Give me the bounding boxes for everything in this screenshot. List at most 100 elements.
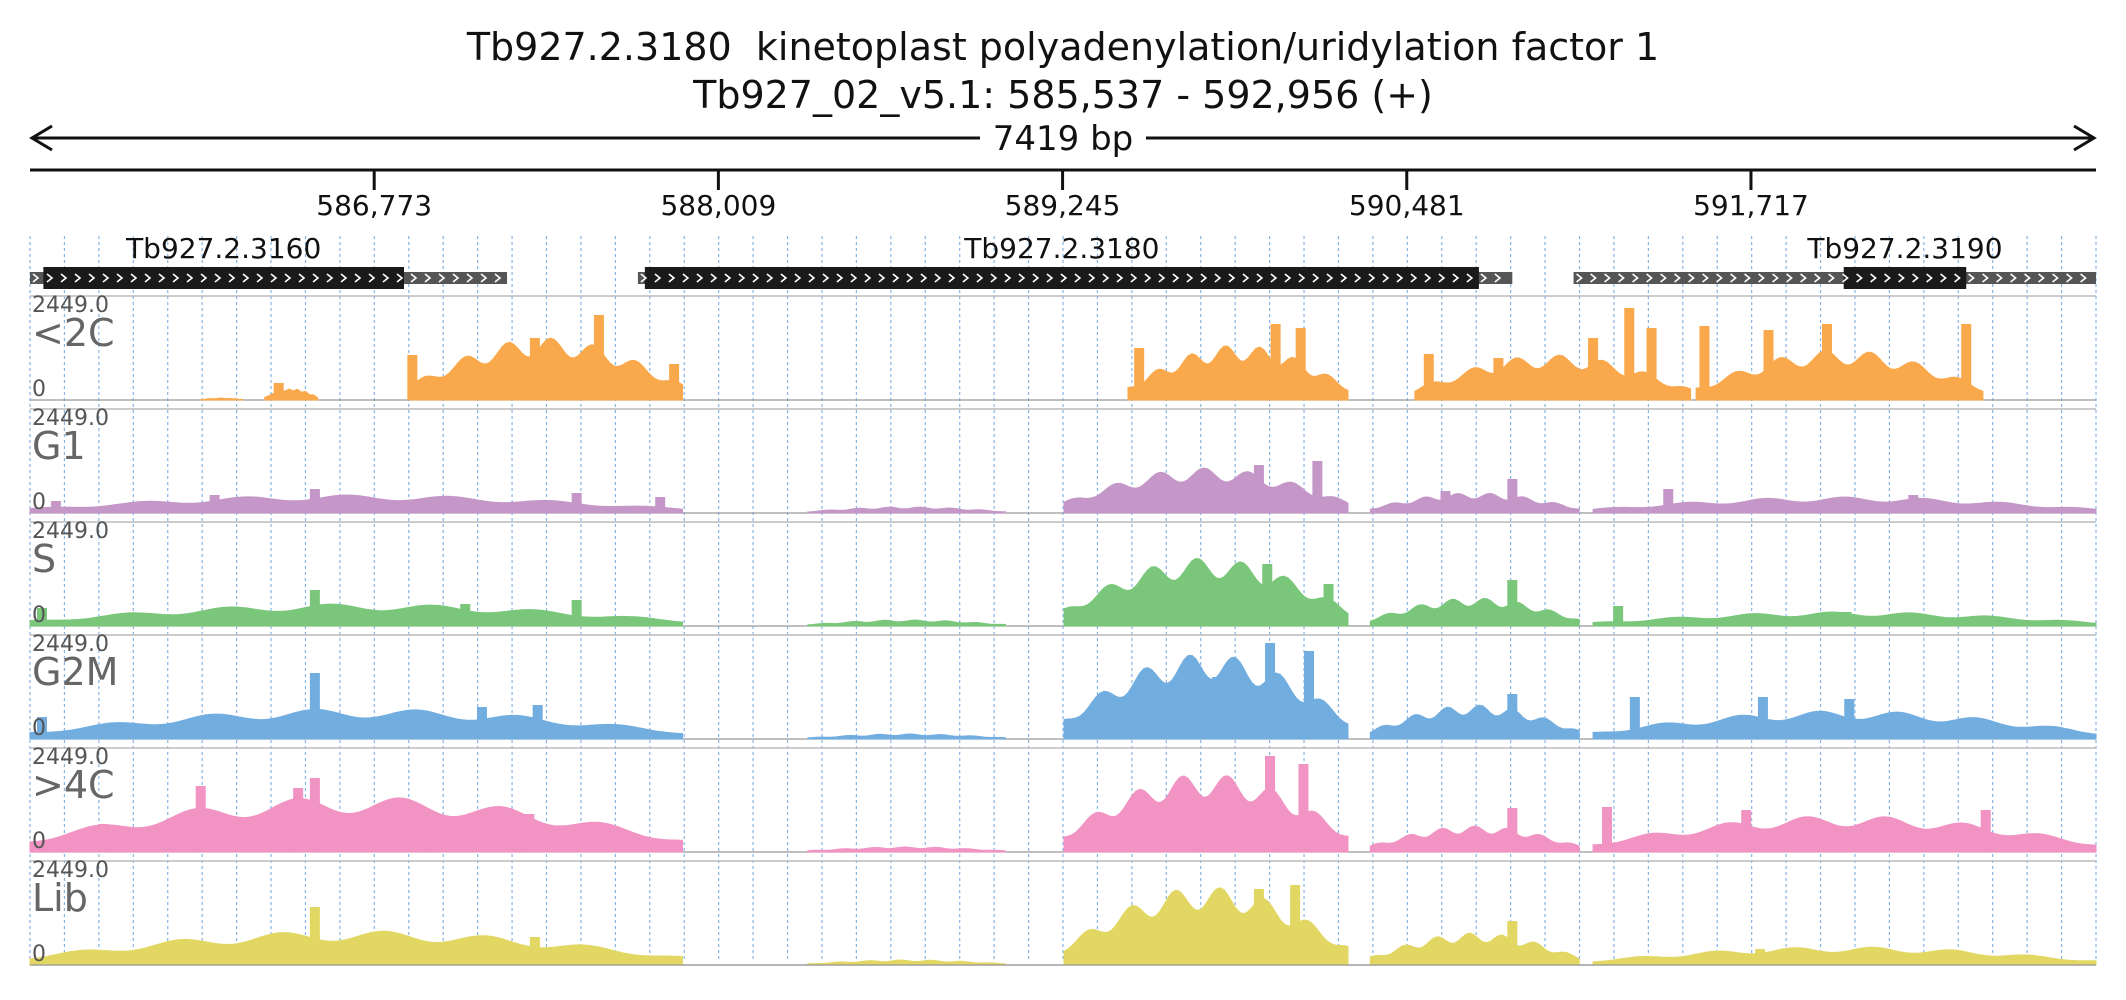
coverage-spike (1195, 804, 1206, 852)
track-name-label: G1 (32, 424, 86, 468)
strand-chevron (1968, 273, 1975, 283)
coverage-spike (195, 786, 206, 852)
strand-chevron (88, 273, 96, 283)
coverage-area (1127, 345, 1349, 401)
strand-chevron (410, 273, 418, 283)
coverage-area (807, 846, 1006, 853)
strand-chevron (1660, 273, 1667, 283)
strand-chevron (1912, 273, 1919, 283)
coverage-spike (1663, 489, 1674, 513)
coverage-spike (1265, 756, 1276, 852)
strand-chevron (1576, 273, 1583, 283)
coverage-track: 2449.0<2C 0 (30, 293, 2096, 402)
coverage-spike (1821, 324, 1832, 400)
coverage-area (29, 930, 683, 966)
strand-chevron (396, 273, 404, 283)
coverage-area (1592, 946, 2097, 966)
strand-chevron (990, 273, 998, 283)
strand-chevron (1004, 273, 1012, 283)
gene-label: Tb927.2.3160 (125, 232, 321, 265)
coverage-spike (1212, 677, 1223, 739)
coverage-spike (655, 497, 666, 513)
gene-label: Tb927.2.3190 (1806, 232, 2002, 265)
ruler-tick-label: 591,717 (1693, 189, 1809, 222)
coverage-spike (1763, 330, 1774, 400)
coverage-spike (476, 707, 487, 739)
strand-chevron (424, 273, 432, 283)
strand-chevron (1088, 273, 1096, 283)
strand-chevron (1144, 273, 1152, 283)
coverage-spike (1699, 326, 1710, 400)
coverage-area (807, 733, 1006, 740)
coverage-spike (309, 673, 320, 739)
strand-chevron (654, 273, 662, 283)
strand-chevron (1130, 273, 1138, 283)
strand-chevron (1646, 273, 1653, 283)
coverage-spike (293, 788, 304, 852)
strand-chevron (1632, 273, 1639, 283)
coverage-spike (407, 355, 418, 400)
strand-chevron (74, 273, 82, 283)
strand-chevron (354, 273, 362, 283)
strand-chevron (32, 273, 40, 283)
coverage-spike (209, 495, 220, 513)
coverage-spike (476, 939, 487, 965)
strand-chevron (340, 273, 348, 283)
coverage-spike (1253, 465, 1264, 513)
coverage-spike (1507, 694, 1518, 739)
coverage-spike (50, 501, 61, 513)
strand-chevron (906, 273, 914, 283)
coverage-spike (1629, 697, 1640, 739)
track-zero-label: 0 (32, 829, 46, 854)
coverage-tracks: 2449.0<2C02449.0G102449.0S02449.0G2M0244… (29, 293, 2097, 967)
ruler-tick-label: 588,009 (660, 189, 776, 222)
strand-chevron (1298, 273, 1306, 283)
coverage-spike (1253, 889, 1264, 965)
strand-chevron (1116, 273, 1124, 283)
coverage-spike (415, 812, 426, 852)
coverage-spike (1507, 580, 1518, 626)
strand-chevron (1604, 273, 1611, 283)
coverage-track: 2449.0>4C 0 (29, 745, 2097, 854)
coverage-spike (309, 907, 320, 965)
coverage-spike (98, 824, 109, 852)
ruler: 586,773 588,009 589,245 590,481 591,717 (30, 168, 2096, 222)
strand-chevron (298, 273, 306, 283)
strand-chevron (2066, 273, 2073, 283)
strand-chevron (934, 273, 942, 283)
gene-label: Tb927.2.3180 (963, 232, 1159, 265)
strand-chevron (2010, 273, 2017, 283)
coverage-spike (1270, 324, 1281, 400)
strand-chevron (1744, 273, 1751, 283)
coverage-spike (309, 590, 320, 626)
strand-arrows (640, 273, 1502, 283)
strand-chevron (270, 273, 278, 283)
coverage-track: 2449.0G1 0 (29, 406, 2097, 515)
track-max-label: 2449.0 (32, 632, 109, 657)
coverage-spike (669, 364, 680, 400)
coverage-spike (532, 705, 543, 739)
strand-chevron (780, 273, 788, 283)
coverage-area (807, 506, 1006, 514)
coverage-spike (1298, 764, 1309, 852)
coverage-spike (1908, 495, 1919, 513)
coverage-spike (1323, 584, 1334, 626)
coverage-spike (529, 338, 540, 400)
strand-chevron (1618, 273, 1625, 283)
strand-chevron (1228, 273, 1236, 283)
strand-chevron (948, 273, 956, 283)
strand-chevron (1590, 273, 1597, 283)
strand-chevron (1032, 273, 1040, 283)
track-name-label: >4C (32, 763, 115, 807)
strand-chevron (1284, 273, 1292, 283)
coverage-spike (1200, 471, 1211, 513)
strand-chevron (2080, 273, 2087, 283)
strand-chevron (962, 273, 970, 283)
strand-chevron (892, 273, 900, 283)
strand-chevron (1730, 273, 1737, 283)
strand-chevron (452, 273, 460, 283)
strand-chevron (1340, 273, 1348, 283)
coverage-spike (1588, 338, 1599, 400)
chart-subtitle: Tb927_02_v5.1: 585,537 - 592,956 (+) (692, 73, 1433, 117)
coverage-spike (1624, 308, 1635, 400)
